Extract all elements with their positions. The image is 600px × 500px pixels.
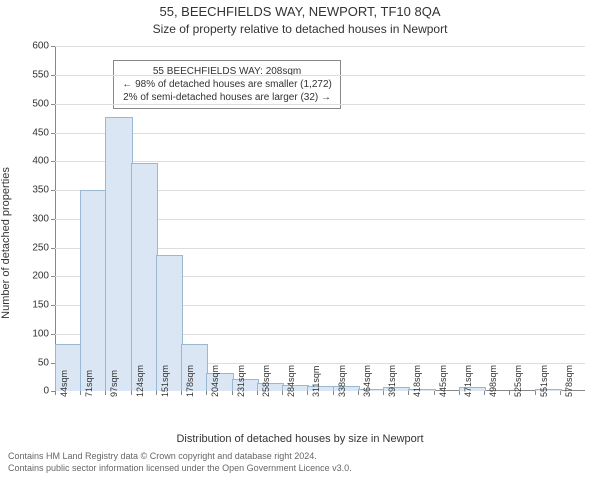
y-tick-mark	[51, 46, 55, 47]
footer: Contains HM Land Registry data © Crown c…	[0, 445, 600, 474]
x-tick-mark	[257, 391, 258, 395]
y-tick-mark	[51, 276, 55, 277]
x-tick-mark	[156, 391, 157, 395]
histogram-bar	[105, 117, 132, 391]
gridline	[55, 133, 585, 134]
y-tick-mark	[51, 248, 55, 249]
plot-region: 55 BEECHFIELDS WAY: 208sqm ← 98% of deta…	[55, 46, 585, 391]
x-tick-label: 471sqm	[463, 365, 473, 397]
gridline	[55, 104, 585, 105]
x-tick-label: 124sqm	[135, 365, 145, 397]
x-tick-mark	[105, 391, 106, 395]
x-tick-mark	[434, 391, 435, 395]
y-tick-mark	[51, 190, 55, 191]
x-tick-mark	[560, 391, 561, 395]
x-tick-mark	[131, 391, 132, 395]
x-tick-mark	[282, 391, 283, 395]
x-axis-label: Distribution of detached houses by size …	[0, 433, 600, 445]
x-tick-mark	[55, 391, 56, 395]
x-tick-label: 391sqm	[387, 365, 397, 397]
y-tick-mark	[51, 75, 55, 76]
histogram-bar	[80, 190, 107, 391]
gridline	[55, 46, 585, 47]
x-tick-label: 258sqm	[261, 365, 271, 397]
x-tick-label: 338sqm	[337, 365, 347, 397]
y-axis-label: Number of detached properties	[0, 167, 12, 319]
y-tick-mark	[51, 161, 55, 162]
x-tick-label: 445sqm	[438, 365, 448, 397]
x-tick-mark	[383, 391, 384, 395]
x-tick-mark	[358, 391, 359, 395]
x-tick-mark	[484, 391, 485, 395]
gridline	[55, 161, 585, 162]
x-tick-mark	[80, 391, 81, 395]
x-tick-mark	[307, 391, 308, 395]
x-tick-mark	[509, 391, 510, 395]
y-tick-mark	[51, 334, 55, 335]
x-tick-label: 498sqm	[488, 365, 498, 397]
x-tick-label: 525sqm	[513, 365, 523, 397]
x-tick-mark	[535, 391, 536, 395]
x-tick-label: 97sqm	[109, 370, 119, 397]
x-tick-label: 44sqm	[59, 370, 69, 397]
chart-subtitle: Size of property relative to detached ho…	[0, 22, 600, 36]
x-tick-label: 418sqm	[412, 365, 422, 397]
x-tick-mark	[408, 391, 409, 395]
x-tick-label: 151sqm	[160, 365, 170, 397]
y-tick-mark	[51, 219, 55, 220]
y-tick-mark	[51, 305, 55, 306]
chart-area: Number of detached properties 55 BEECHFI…	[0, 40, 600, 445]
x-tick-mark	[459, 391, 460, 395]
annotation-line: ← 98% of detached houses are smaller (1,…	[122, 78, 332, 91]
x-tick-mark	[206, 391, 207, 395]
chart-title: 55, BEECHFIELDS WAY, NEWPORT, TF10 8QA	[0, 4, 600, 20]
x-tick-label: 311sqm	[311, 366, 321, 397]
y-tick-mark	[51, 104, 55, 105]
x-tick-label: 178sqm	[185, 365, 195, 397]
x-tick-label: 204sqm	[210, 365, 220, 397]
x-tick-label: 284sqm	[286, 365, 296, 397]
x-tick-label: 231sqm	[236, 365, 246, 397]
gridline	[55, 75, 585, 76]
y-tick-mark	[51, 133, 55, 134]
footer-line: Contains public sector information licen…	[8, 463, 592, 475]
footer-line: Contains HM Land Registry data © Crown c…	[8, 451, 592, 463]
annotation-line: 55 BEECHFIELDS WAY: 208sqm	[122, 65, 332, 78]
annotation-line: 2% of semi-detached houses are larger (3…	[122, 91, 332, 104]
x-tick-label: 578sqm	[564, 365, 574, 397]
annotation-box: 55 BEECHFIELDS WAY: 208sqm ← 98% of deta…	[113, 60, 341, 109]
x-tick-label: 364sqm	[362, 365, 372, 397]
x-tick-mark	[181, 391, 182, 395]
x-tick-mark	[232, 391, 233, 395]
x-tick-label: 71sqm	[84, 370, 94, 397]
histogram-bar	[131, 163, 158, 391]
x-tick-label: 551sqm	[539, 365, 549, 397]
x-tick-mark	[333, 391, 334, 395]
